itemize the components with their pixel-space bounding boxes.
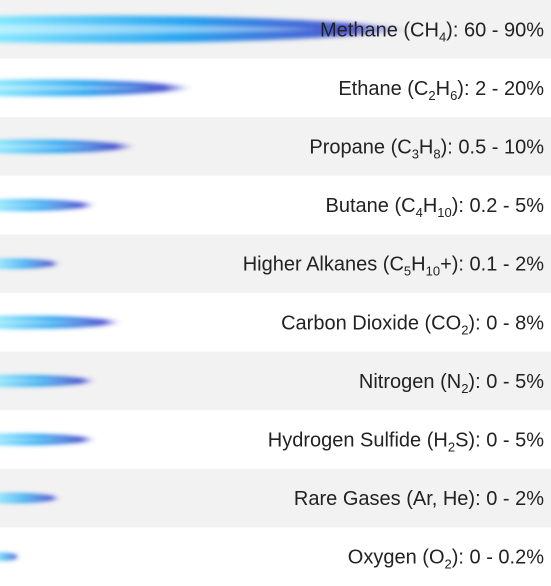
row-label: Butane (C4H10): 0.2 - 5%: [326, 195, 545, 220]
flame-core: [0, 84, 151, 91]
flame-bar: [0, 139, 137, 154]
flame-bar: [0, 553, 20, 561]
row-label: Nitrogen (N2): 0 - 5%: [359, 371, 544, 396]
row-labels: Methane (CH4): 60 - 90% Ethane (C2H6): 2 …: [243, 19, 544, 571]
flame-bar: [0, 315, 123, 329]
row-background: [0, 468, 551, 528]
flame-core: [0, 555, 16, 558]
flame-bar: [0, 493, 62, 503]
flame-bar: [0, 199, 97, 211]
flame-core: [0, 203, 76, 208]
flame-bar: [0, 433, 97, 446]
row-label: Higher Alkanes (C5H10+): 0.1 - 2%: [243, 254, 544, 279]
flame-bar: [0, 79, 194, 97]
flame-core: [0, 144, 107, 149]
row-background: [0, 234, 551, 293]
flame-core: [0, 378, 76, 383]
flame-bars: [0, 15, 410, 561]
row-label: Rare Gases (Ar, He): 0 - 2%: [294, 488, 544, 510]
flame-core: [0, 437, 76, 442]
row-label: Hydrogen Sulfide (H2S): 0 - 5%: [268, 430, 544, 455]
flame-core: [0, 261, 48, 266]
flame-bar: [0, 15, 410, 44]
flame-bar: [0, 258, 62, 269]
flame-core: [0, 320, 96, 325]
flame-core: [0, 24, 320, 35]
row-label: Carbon Dioxide (CO2): 0 - 8%: [281, 312, 544, 337]
row-label: Oxygen (O2): 0 - 0.2%: [348, 547, 544, 572]
row-label: Ethane (C2H6): 2 - 20%: [338, 78, 544, 103]
row-label: Propane (C3H8): 0.5 - 10%: [309, 137, 544, 162]
flame-bar: [0, 375, 97, 387]
flame-core: [0, 496, 48, 500]
row-label: Methane (CH4): 60 - 90%: [320, 19, 544, 44]
row-background: [0, 527, 551, 586]
